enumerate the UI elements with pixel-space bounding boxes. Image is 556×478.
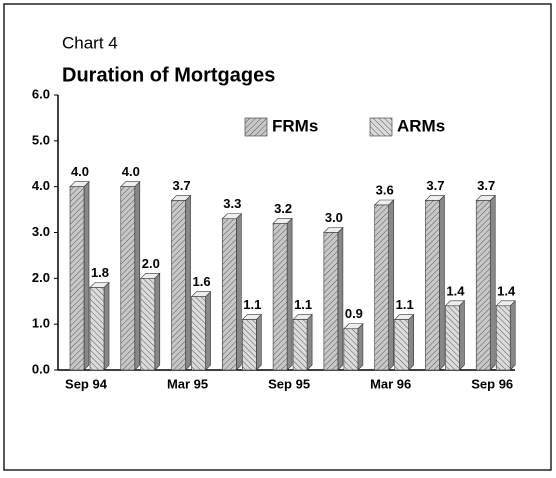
bar-side bbox=[489, 194, 496, 371]
x-tick-label: Sep 96 bbox=[471, 376, 513, 391]
bar bbox=[292, 319, 308, 371]
value-label: 3.2 bbox=[274, 201, 292, 216]
bar bbox=[171, 200, 186, 371]
value-label: 1.4 bbox=[497, 283, 516, 298]
bar-side bbox=[509, 300, 516, 371]
bar bbox=[425, 200, 440, 371]
bar bbox=[242, 319, 257, 371]
bar-side bbox=[439, 194, 445, 371]
bar bbox=[69, 186, 85, 371]
legend-swatch bbox=[244, 117, 268, 137]
bar bbox=[140, 278, 156, 371]
bar-side bbox=[408, 313, 414, 371]
value-label: 1.1 bbox=[243, 297, 261, 312]
bar bbox=[343, 328, 359, 371]
value-label: 2.0 bbox=[142, 256, 160, 271]
y-tick-label: 5.0 bbox=[32, 132, 50, 147]
bar bbox=[89, 287, 105, 371]
value-label: 1.1 bbox=[396, 297, 414, 312]
value-label: 0.9 bbox=[345, 306, 363, 321]
legend-label: FRMs bbox=[272, 116, 318, 135]
bar-side bbox=[103, 281, 110, 371]
bar bbox=[120, 186, 136, 371]
bar bbox=[445, 305, 460, 371]
value-label: 1.4 bbox=[446, 283, 465, 298]
bar-side bbox=[205, 290, 211, 371]
bar bbox=[394, 319, 409, 371]
chart-title: Duration of Mortgages bbox=[62, 64, 275, 86]
x-tick-label: Sep 94 bbox=[65, 376, 108, 391]
x-tick-label: Sep 95 bbox=[268, 376, 310, 391]
value-label: 1.8 bbox=[91, 265, 109, 280]
y-tick-label: 0.0 bbox=[32, 361, 50, 376]
value-label: 3.0 bbox=[325, 210, 343, 225]
value-label: 3.3 bbox=[223, 196, 241, 211]
bar-side bbox=[286, 217, 293, 371]
bar bbox=[191, 296, 206, 371]
bar-side bbox=[337, 226, 344, 371]
y-tick-label: 3.0 bbox=[32, 224, 50, 239]
value-label: 3.6 bbox=[376, 182, 394, 197]
bar-side bbox=[83, 180, 90, 371]
bar-side bbox=[154, 272, 161, 371]
bar-side bbox=[459, 300, 465, 371]
bar-side bbox=[388, 199, 394, 371]
bar bbox=[475, 200, 491, 371]
bar bbox=[374, 204, 389, 371]
value-label: 3.7 bbox=[173, 178, 191, 193]
y-tick-label: 6.0 bbox=[32, 86, 50, 101]
bar bbox=[222, 218, 237, 371]
y-tick-label: 2.0 bbox=[32, 270, 50, 285]
bar bbox=[272, 223, 288, 371]
legend-swatch bbox=[369, 117, 393, 137]
bar-side bbox=[185, 194, 191, 371]
y-tick-label: 1.0 bbox=[32, 316, 50, 331]
value-label: 4.0 bbox=[122, 164, 140, 179]
bar-side bbox=[236, 213, 242, 371]
value-label: 3.7 bbox=[477, 178, 495, 193]
bar-side bbox=[306, 313, 313, 371]
value-label: 4.0 bbox=[71, 164, 89, 179]
bar bbox=[495, 305, 511, 371]
y-tick-label: 4.0 bbox=[32, 178, 50, 193]
bar bbox=[323, 232, 339, 371]
value-label: 3.7 bbox=[426, 178, 444, 193]
chart-subtitle: Chart 4 bbox=[62, 33, 118, 52]
bar-side bbox=[134, 180, 141, 371]
bar-side bbox=[357, 323, 364, 371]
bar-side bbox=[256, 313, 262, 371]
value-label: 1.1 bbox=[294, 297, 312, 312]
x-tick-label: Mar 95 bbox=[167, 376, 208, 391]
x-tick-label: Mar 96 bbox=[370, 376, 411, 391]
value-label: 1.6 bbox=[193, 274, 211, 289]
legend-label: ARMs bbox=[397, 116, 445, 135]
